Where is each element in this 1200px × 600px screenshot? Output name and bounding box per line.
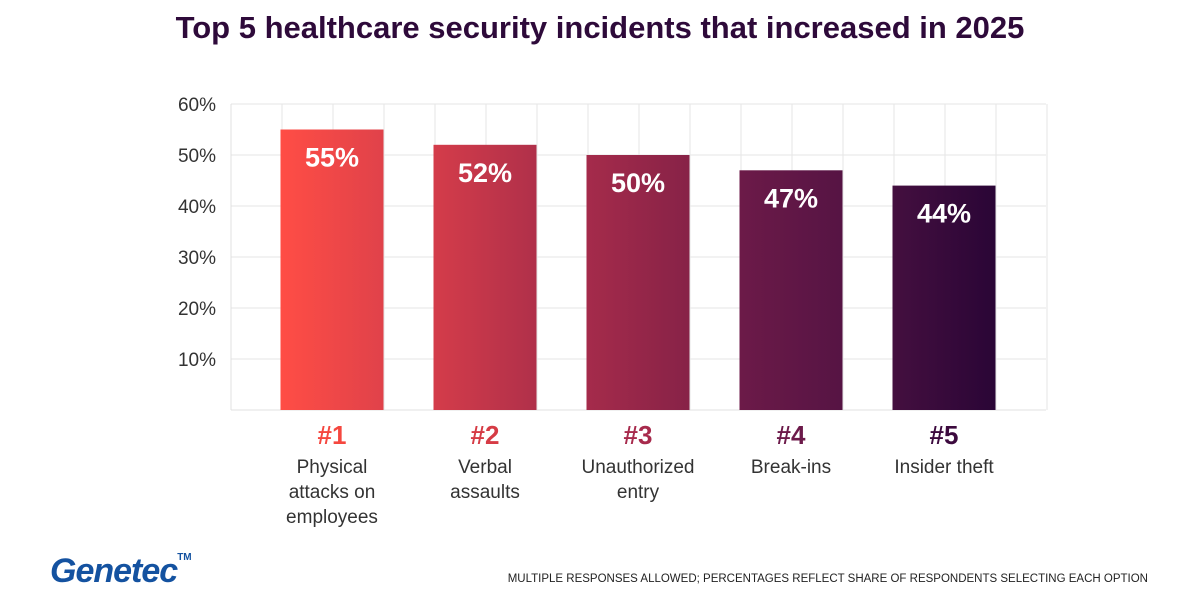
category-name: Insider theft (894, 457, 994, 478)
category-label: #2 Verbal assaults (405, 420, 565, 505)
category-name: Break-ins (750, 457, 832, 478)
data-label: 47% (764, 183, 818, 213)
y-tick-label: 10% (178, 350, 216, 371)
category-name: Physical attacks on employees (286, 457, 378, 528)
category-name: Verbal assaults (450, 457, 520, 503)
bar (586, 155, 690, 410)
bar (280, 129, 384, 410)
footnote: MULTIPLE RESPONSES ALLOWED; PERCENTAGES … (507, 573, 1148, 585)
bar (433, 144, 537, 411)
rank-label: #5 (929, 420, 959, 450)
category-label: #3 Unauthorized entry (558, 420, 718, 505)
genetec-logo: GenetecTM (50, 552, 192, 590)
data-label: 50% (611, 168, 665, 198)
y-tick-label: 50% (178, 146, 216, 167)
y-tick-label: 20% (178, 299, 216, 320)
rank-label: #3 (623, 420, 653, 450)
rank-label: #2 (470, 420, 500, 450)
bar (892, 185, 996, 410)
category-name: Unauthorized entry (581, 457, 695, 503)
category-label: #5 Insider theft (864, 420, 1024, 480)
category-label: #1 Physical attacks on employees (252, 420, 412, 530)
data-label: 44% (917, 199, 971, 229)
y-tick-label: 40% (178, 197, 216, 218)
bar (739, 170, 843, 410)
data-label: 52% (458, 158, 512, 188)
category-label: #4 Break-ins (711, 420, 871, 480)
rank-label: #4 (776, 420, 806, 450)
y-tick-label: 30% (178, 248, 216, 269)
data-label: 55% (305, 143, 359, 173)
chart-title: Top 5 healthcare security incidents that… (175, 10, 1025, 45)
y-tick-label: 60% (178, 95, 216, 116)
rank-label: #1 (317, 420, 347, 450)
